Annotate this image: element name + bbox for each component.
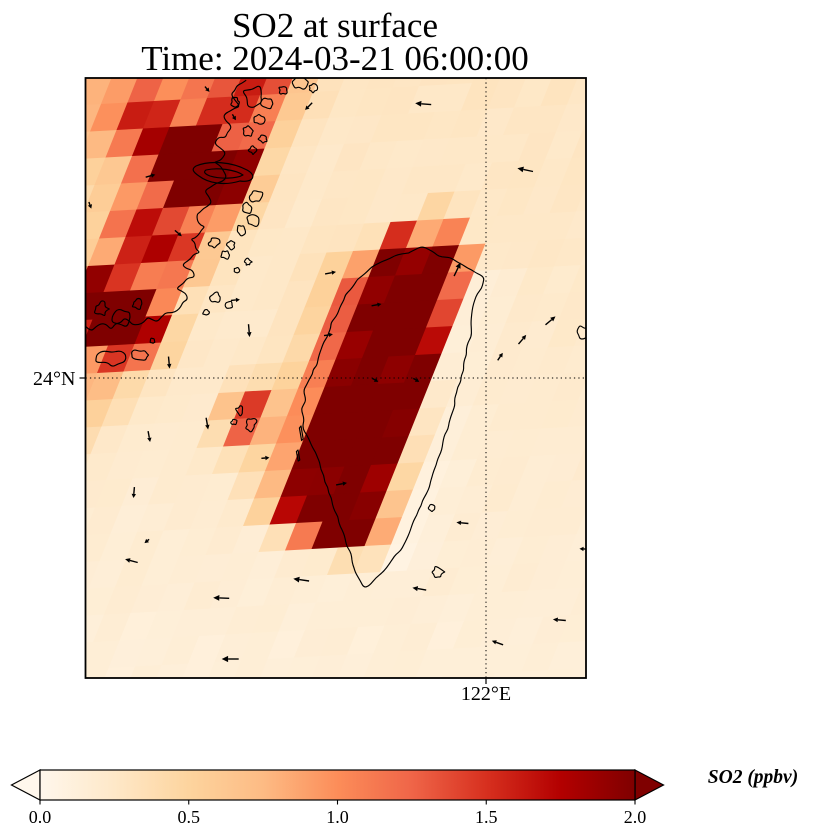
- svg-text:1.5: 1.5: [475, 807, 498, 827]
- svg-text:SO2 at surface: SO2 at surface: [232, 6, 438, 45]
- svg-text:0.5: 0.5: [178, 807, 201, 827]
- svg-text:122°E: 122°E: [461, 683, 511, 705]
- svg-text:0.0: 0.0: [29, 807, 52, 827]
- svg-text:1.0: 1.0: [326, 807, 349, 827]
- svg-text:24°N: 24°N: [33, 368, 75, 390]
- svg-text:SO2 (ppbv): SO2 (ppbv): [708, 767, 798, 788]
- svg-text:Time: 2024-03-21 06:00:00: Time: 2024-03-21 06:00:00: [141, 39, 529, 78]
- svg-text:2.0: 2.0: [624, 807, 647, 827]
